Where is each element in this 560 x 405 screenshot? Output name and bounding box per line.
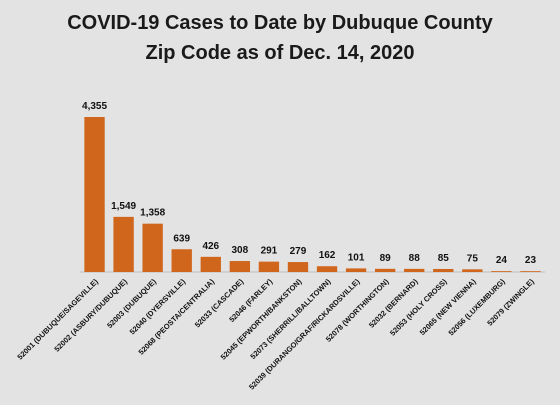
x-tick-label-13: 52065 (NEW VIENNA) [418,277,478,337]
data-label-11: 88 [409,253,421,264]
data-label-8: 162 [319,250,336,261]
bar-0 [84,117,105,272]
data-label-5: 308 [232,245,249,256]
data-label-3: 639 [173,233,190,244]
bar-9 [345,268,367,272]
bar-5 [229,261,251,272]
bar-6 [258,261,280,272]
data-label-2: 1,358 [140,208,165,219]
x-tick-label-9: 52039 (DURANGO/GRAF/RICKARDSVILLE) [247,277,362,392]
data-label-0: 4,355 [82,101,107,112]
bar-11 [404,268,425,272]
data-label-13: 75 [467,253,479,264]
data-label-4: 426 [202,241,219,252]
data-label-15: 23 [525,255,537,266]
chart-title-line1: COVID-19 Cases to Date by Dubuque County [67,12,493,34]
x-tick-label-2: 52003 (DUBUQUE) [105,277,158,330]
chart-title: COVID-19 Cases to Date by Dubuque County… [0,8,560,68]
bar-15 [520,271,541,272]
bar-4 [200,256,221,272]
data-label-7: 279 [290,246,307,257]
bar-8 [316,266,338,272]
data-label-1: 1,549 [111,201,136,212]
data-label-6: 291 [261,246,278,257]
bar-2 [142,223,163,272]
data-label-10: 89 [380,253,392,264]
bar-13 [462,269,483,272]
x-tick-label-14: 52056 (LUXEMBURG) [447,277,508,338]
bar-14 [491,271,512,272]
bar-10 [374,268,396,272]
x-tick-label-5: 52033 (CASCADE) [193,277,246,330]
bar-1 [113,216,134,272]
data-label-14: 24 [496,255,508,266]
x-tick-label-11: 52032 (BERNARD) [367,277,420,330]
x-tick-label-3: 52040 (DYERSVILLE) [128,277,188,337]
bar-3 [171,249,192,272]
data-label-12: 85 [438,253,450,264]
data-label-9: 101 [348,252,365,263]
bar-12 [433,268,454,272]
bar-7 [287,262,309,272]
chart-title-line2: Zip Code as of Dec. 14, 2020 [145,42,415,64]
